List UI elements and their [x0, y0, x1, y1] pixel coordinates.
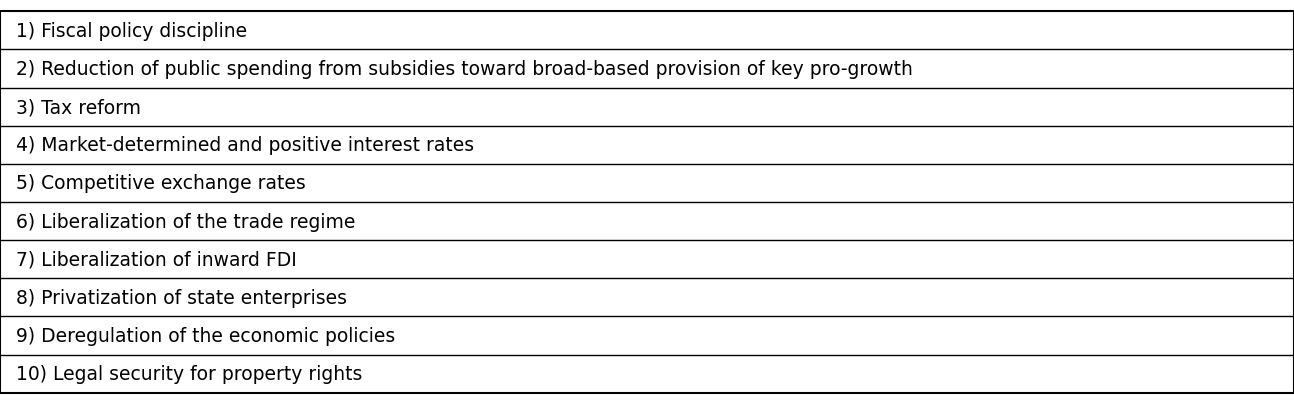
Text: 4) Market-determined and positive interest rates: 4) Market-determined and positive intere…: [16, 136, 474, 155]
Text: 10) Legal security for property rights: 10) Legal security for property rights: [16, 364, 362, 383]
Text: 1) Fiscal policy discipline: 1) Fiscal policy discipline: [16, 22, 247, 40]
Text: 7) Liberalization of inward FDI: 7) Liberalization of inward FDI: [16, 250, 296, 269]
Text: 9) Deregulation of the economic policies: 9) Deregulation of the economic policies: [16, 326, 395, 345]
Text: 2) Reduction of public spending from subsidies toward broad-based provision of k: 2) Reduction of public spending from sub…: [16, 60, 912, 79]
Text: 5) Competitive exchange rates: 5) Competitive exchange rates: [16, 174, 305, 193]
Text: 6) Liberalization of the trade regime: 6) Liberalization of the trade regime: [16, 212, 355, 231]
Text: 3) Tax reform: 3) Tax reform: [16, 98, 141, 117]
Text: 8) Privatization of state enterprises: 8) Privatization of state enterprises: [16, 288, 347, 307]
